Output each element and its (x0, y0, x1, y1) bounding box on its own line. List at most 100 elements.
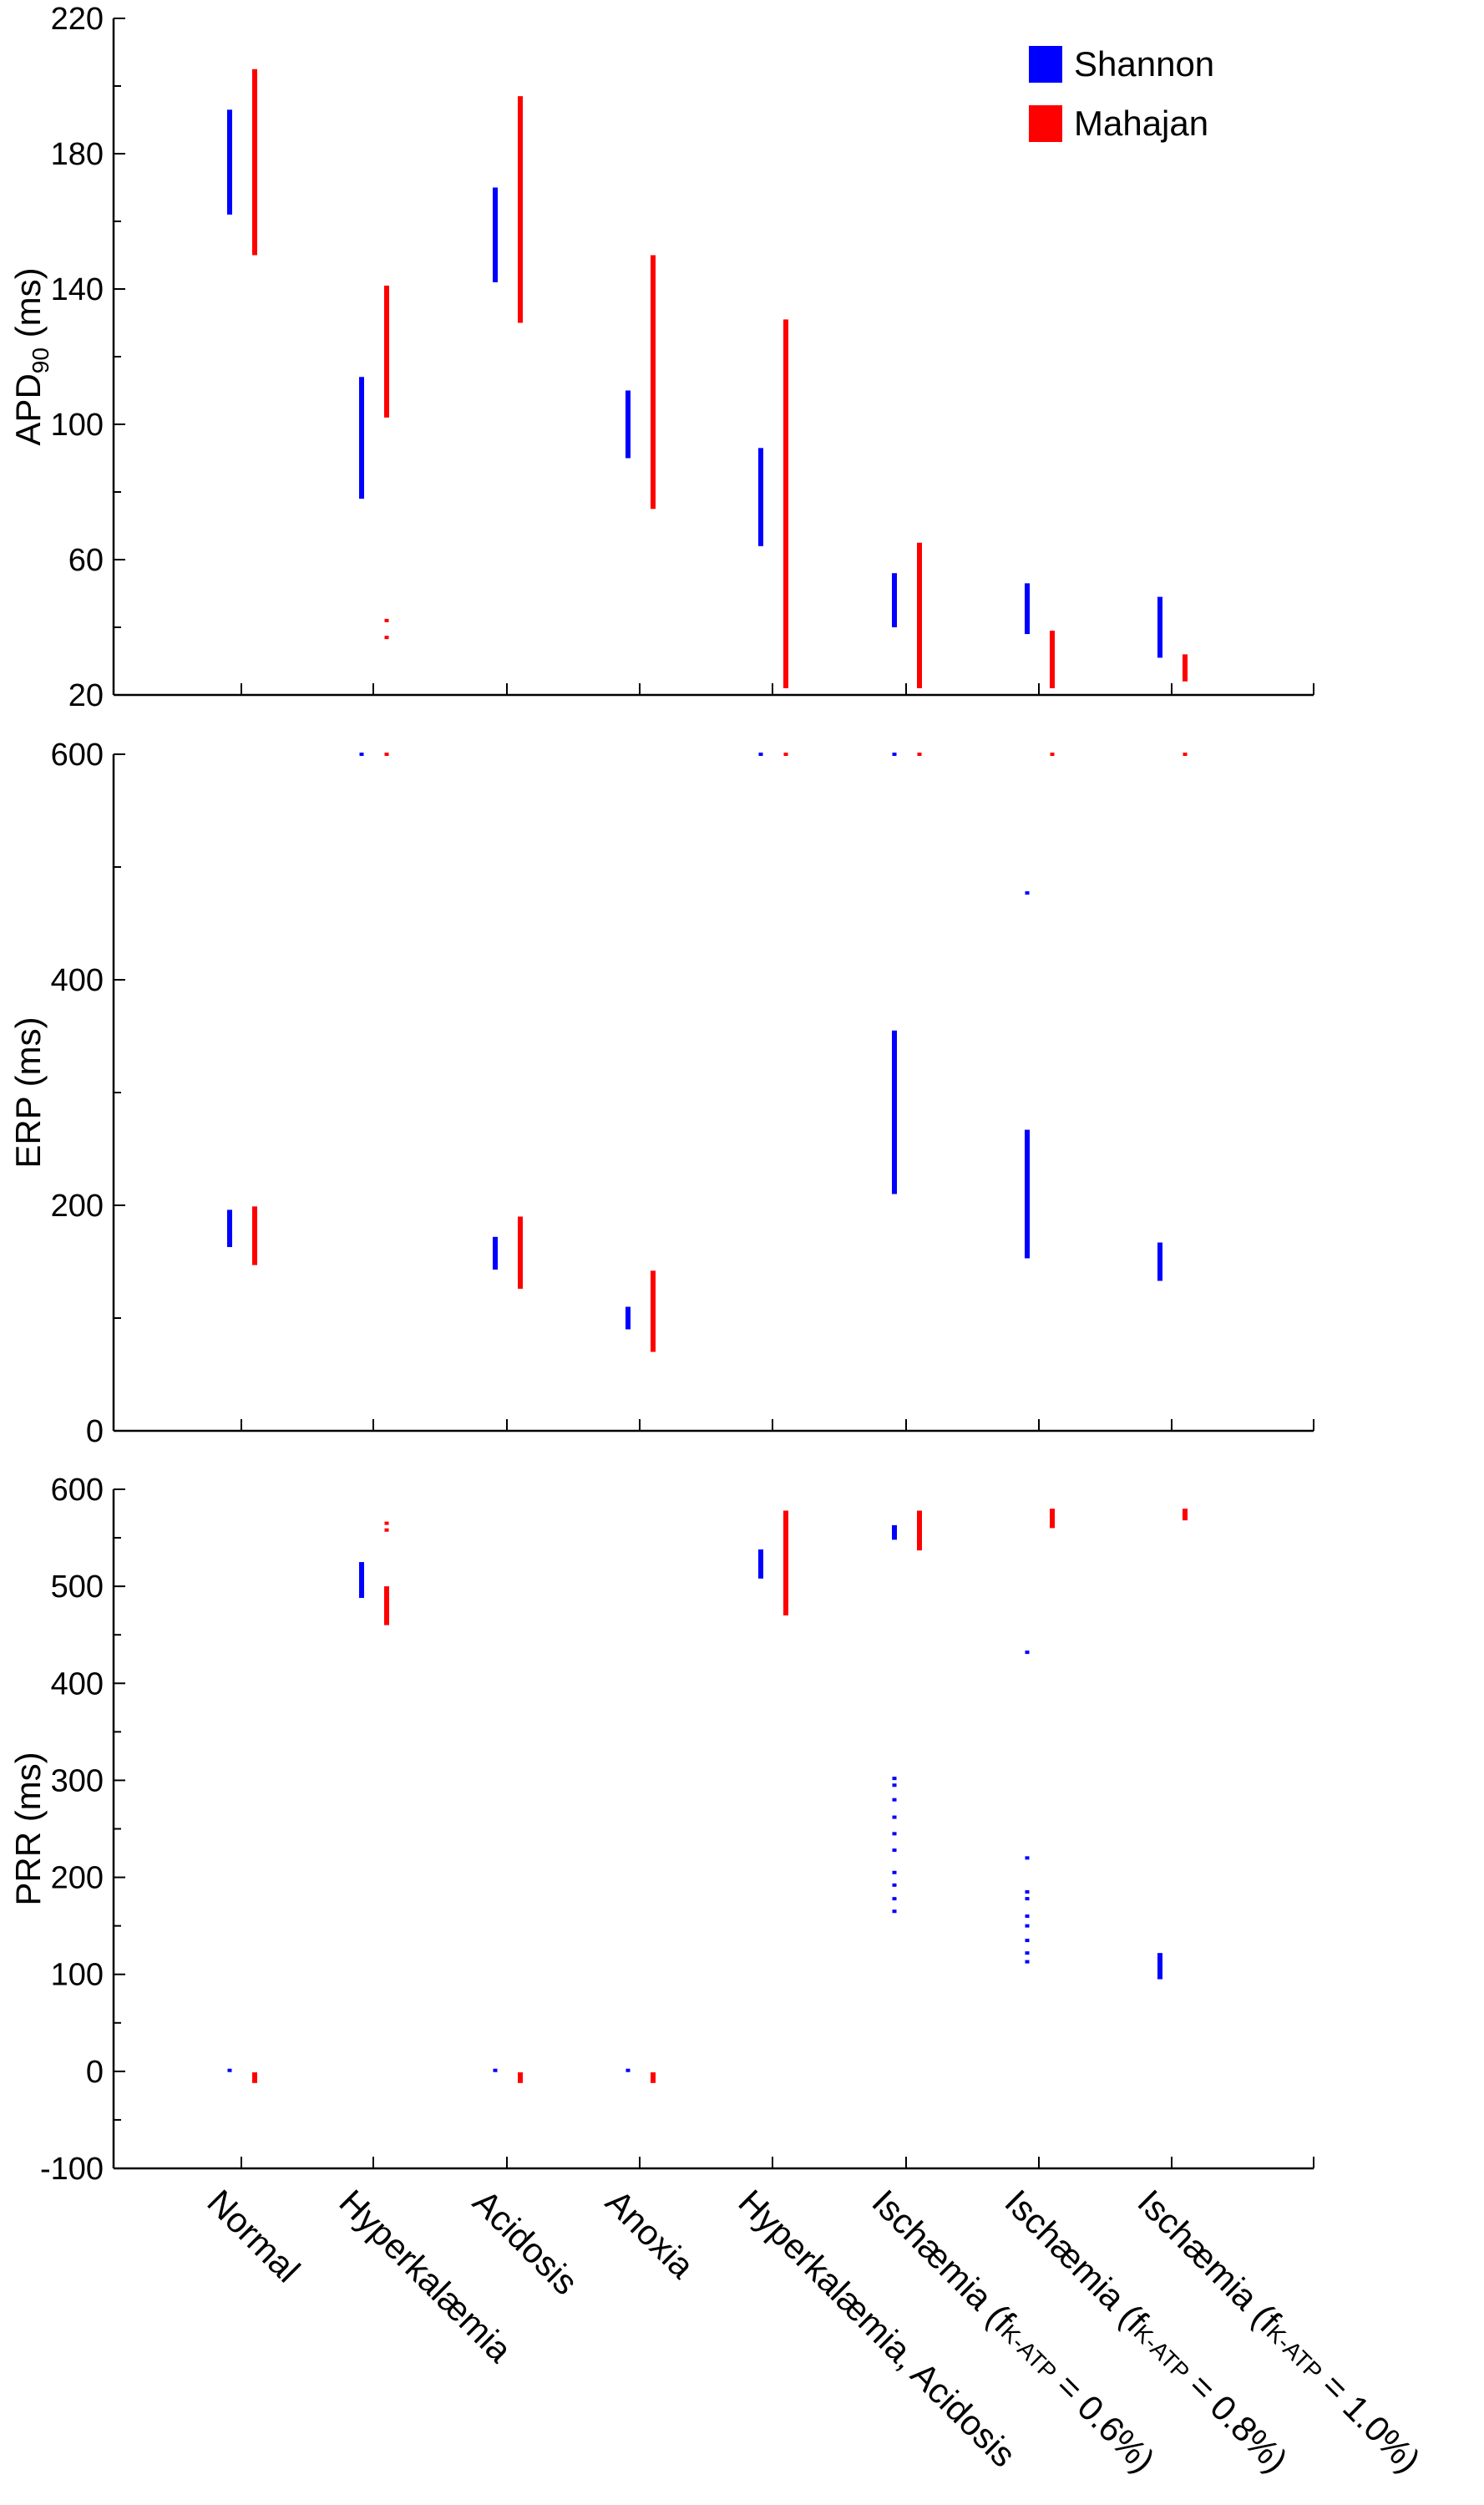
y-tick-label: 400 (51, 1666, 104, 1701)
data-point-shannon (892, 1883, 897, 1887)
y-tick-label: 20 (68, 678, 104, 713)
data-range-mahajan (1183, 654, 1188, 682)
legend-swatch-mahajan (1029, 105, 1062, 142)
data-point-shannon (892, 1777, 897, 1781)
data-point-shannon (493, 2068, 498, 2072)
data-point-shannon (892, 753, 897, 756)
y-axis-label: ERP (ms) (8, 1017, 48, 1168)
data-range-shannon (892, 1030, 897, 1194)
y-tick-label: 600 (51, 738, 104, 773)
y-tick-label: 100 (51, 408, 104, 443)
data-range-mahajan (651, 2072, 656, 2083)
data-range-mahajan (252, 68, 257, 256)
chart-panels: 20 60 100 140 180 220 APD90 (ms) 0 200 400 600 ERP … (8, 2, 1314, 2187)
panel-erp: 0 200 400 600 ERP (ms) (8, 738, 1314, 1449)
legend-swatch-shannon (1029, 46, 1062, 83)
data-point-shannon (892, 1815, 897, 1819)
data-range-shannon (758, 448, 763, 546)
category-label: Hyperkalæmia, Acidosis (731, 2183, 1023, 2475)
data-range-shannon (1157, 1953, 1162, 1980)
panel-apd: 20 60 100 140 180 220 APD90 (ms) (8, 2, 1314, 713)
category-label: Anoxia (598, 2183, 701, 2286)
data-range-shannon (1157, 1242, 1162, 1281)
y-tick-label: 300 (51, 1763, 104, 1798)
data-range-shannon (359, 377, 364, 499)
data-range-mahajan (384, 1586, 389, 1625)
data-range-shannon (626, 1306, 631, 1330)
data-point-shannon (892, 1798, 897, 1802)
data-range-shannon (626, 390, 631, 459)
series-shannon (227, 753, 1162, 1330)
data-point-mahajan (783, 753, 788, 756)
legend-label-mahajan: Mahajan (1074, 104, 1208, 143)
series-shannon (227, 1524, 1162, 2072)
data-point-mahajan (1050, 753, 1055, 756)
legend: Shannon Mahajan (1029, 44, 1214, 143)
data-point-shannon (1025, 1914, 1030, 1919)
data-point-mahajan (384, 753, 389, 756)
y-tick-label: 400 (51, 963, 104, 998)
data-point-shannon (626, 2068, 631, 2072)
data-point-mahajan (1183, 753, 1188, 756)
data-point-shannon (359, 753, 364, 756)
y-tick-label: 140 (51, 272, 104, 307)
data-range-shannon (227, 1209, 232, 1247)
data-range-shannon (359, 1562, 364, 1599)
data-range-mahajan (917, 542, 922, 688)
data-point-shannon (892, 1848, 897, 1853)
data-point-shannon (1025, 1897, 1030, 1901)
y-tick-label: 180 (51, 137, 104, 172)
data-point-mahajan (384, 1521, 389, 1525)
data-range-shannon (493, 1236, 498, 1270)
data-point-shannon (892, 1897, 897, 1901)
data-range-mahajan (1183, 1509, 1188, 1521)
data-point-shannon (1025, 891, 1030, 895)
legend-label-shannon: Shannon (1074, 44, 1214, 84)
data-range-shannon (892, 573, 897, 627)
series-shannon (227, 109, 1162, 658)
y-tick-label: 200 (51, 1861, 104, 1896)
data-point-mahajan (384, 636, 389, 640)
data-range-mahajan (651, 1270, 656, 1352)
data-range-mahajan (384, 285, 389, 418)
data-point-shannon (892, 1870, 897, 1874)
data-range-mahajan (651, 255, 656, 510)
data-point-shannon (892, 1909, 897, 1914)
data-point-shannon (1025, 1856, 1030, 1860)
data-range-shannon (227, 109, 232, 215)
data-point-shannon (1025, 1951, 1030, 1955)
data-point-mahajan (384, 618, 389, 622)
data-range-shannon (892, 1524, 897, 1540)
y-tick-label: 500 (51, 1569, 104, 1605)
data-point-shannon (227, 2068, 232, 2072)
y-axis-label: PRR (ms) (8, 1752, 48, 1905)
y-tick-label: -100 (40, 2152, 104, 2187)
panel-prr: -100 0 100 200 300 400 500 600 PRR (ms) (8, 1473, 1314, 2187)
series-mahajan (252, 753, 1188, 1352)
y-tick-label: 0 (86, 1414, 104, 1449)
y-tick-label: 100 (51, 1958, 104, 1993)
data-point-shannon (892, 1832, 897, 1836)
data-range-mahajan (783, 1510, 788, 1615)
data-range-mahajan (518, 2072, 523, 2083)
data-point-shannon (758, 753, 763, 756)
y-tick-label: 600 (51, 1473, 104, 1508)
data-range-mahajan (518, 96, 523, 323)
data-range-shannon (493, 187, 498, 282)
data-range-mahajan (252, 2072, 257, 2083)
data-point-shannon (1025, 1939, 1030, 1943)
y-tick-label: 60 (68, 543, 104, 578)
data-range-mahajan (917, 1510, 922, 1551)
data-point-shannon (1025, 1960, 1030, 1964)
data-point-shannon (1025, 1651, 1030, 1655)
data-range-mahajan (252, 1206, 257, 1265)
data-range-shannon (1157, 596, 1162, 658)
data-point-shannon (1025, 1924, 1030, 1928)
y-tick-label: 0 (86, 2055, 104, 2090)
y-tick-label: 200 (51, 1189, 104, 1224)
data-point-mahajan (917, 753, 922, 756)
y-tick-label: 220 (51, 2, 104, 37)
data-range-mahajan (1050, 1509, 1055, 1529)
